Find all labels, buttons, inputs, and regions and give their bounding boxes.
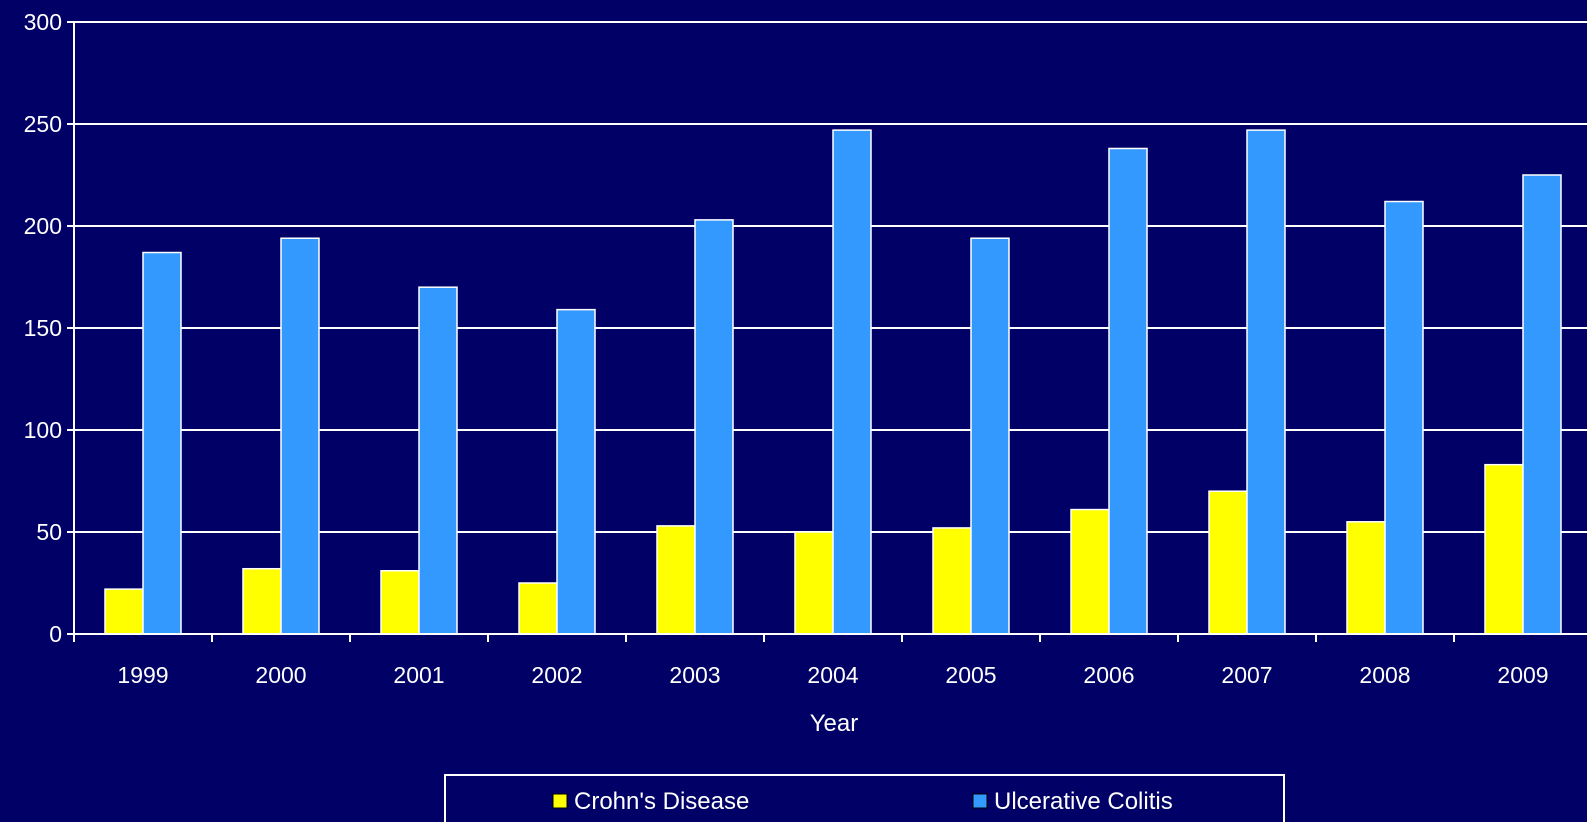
bar-crohns	[1484, 463, 1524, 635]
x-tick-label: 2005	[945, 662, 996, 688]
x-tick-label: 2006	[1083, 662, 1134, 688]
bar-crohns	[1346, 521, 1386, 635]
x-tick-label: 2003	[669, 662, 720, 688]
x-tick-label: 2004	[807, 662, 858, 688]
bar-crohns	[518, 582, 558, 635]
bar-ulcerative-colitis	[1108, 147, 1148, 635]
legend-swatch-ulcerative-colitis	[972, 793, 988, 809]
legend-swatch-crohns	[552, 793, 568, 809]
y-tick-label: 0	[49, 621, 62, 647]
bar-crohns	[242, 567, 282, 635]
bar-ulcerative-colitis	[1522, 174, 1562, 635]
bar-crohns	[1208, 490, 1248, 635]
x-tick-label: 1999	[117, 662, 168, 688]
bar-crohns	[380, 570, 420, 635]
x-tick-labels: 1999 2000 2001 2002 2003 2004 2005 2006 2007 2008…	[117, 662, 1548, 688]
y-tick-label: 100	[24, 417, 62, 443]
bar-ulcerative-colitis	[970, 237, 1010, 635]
bar-ulcerative-colitis	[1246, 129, 1286, 635]
bar-crohns	[932, 527, 972, 635]
x-tick-label: 2002	[531, 662, 582, 688]
axes	[67, 21, 1587, 642]
x-axis-title: Year	[810, 710, 859, 737]
gridlines	[74, 21, 1587, 533]
bar-ulcerative-colitis	[142, 251, 182, 635]
bars	[104, 129, 1562, 635]
legend-label-ulcerative-colitis: Ulcerative Colitis	[994, 788, 1173, 815]
x-tick-label: 2008	[1359, 662, 1410, 688]
bar-ulcerative-colitis	[556, 308, 596, 635]
x-tick-label: 2009	[1497, 662, 1548, 688]
legend-box	[444, 774, 1285, 822]
bar-ulcerative-colitis	[1384, 200, 1424, 635]
bar-crohns	[1070, 508, 1110, 635]
bar-crohns	[794, 531, 834, 635]
y-tick-label: 150	[24, 315, 62, 341]
legend-label-crohns: Crohn's Disease	[574, 788, 749, 815]
x-tick-label: 2001	[393, 662, 444, 688]
bar-ulcerative-colitis	[832, 129, 872, 635]
bar-ulcerative-colitis	[694, 219, 734, 635]
y-tick-label: 50	[36, 519, 62, 545]
legend: Crohn's Disease Ulcerative Colitis	[444, 774, 1285, 822]
x-tick-label: 2000	[255, 662, 306, 688]
x-tick-label: 2007	[1221, 662, 1272, 688]
bar-ulcerative-colitis	[418, 286, 458, 635]
bar-ulcerative-colitis	[280, 237, 320, 635]
y-tick-labels: 0 50 100 150 200 250 300	[24, 9, 62, 647]
bar-crohns	[656, 525, 696, 635]
y-tick-label: 200	[24, 213, 62, 239]
y-tick-label: 250	[24, 111, 62, 137]
y-tick-label: 300	[24, 9, 62, 35]
bar-crohns	[104, 588, 144, 635]
